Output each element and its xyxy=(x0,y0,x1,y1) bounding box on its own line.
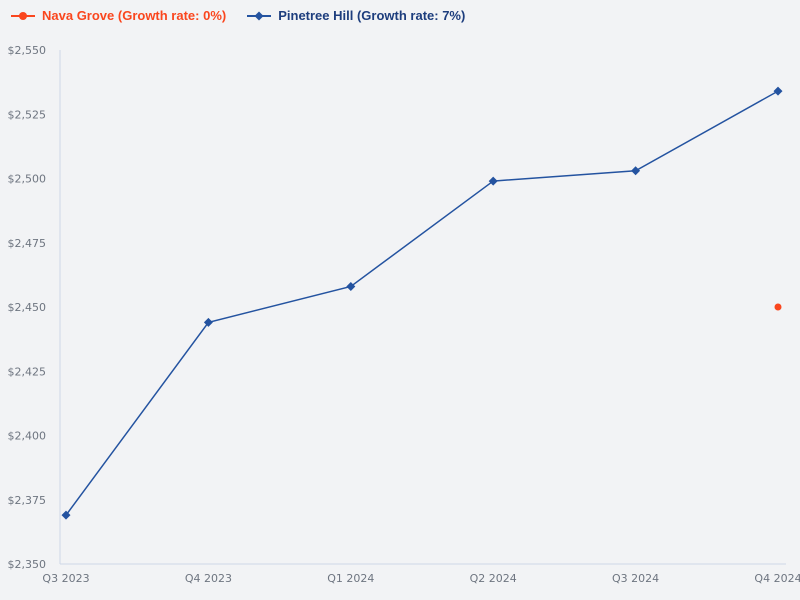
y-axis-tick-label: $2,500 xyxy=(8,173,47,186)
data-point-diamond xyxy=(61,510,71,520)
chart-legend: Nava Grove (Growth rate: 0%) Pinetree Hi… xyxy=(10,8,465,23)
legend-item-nava-grove: Nava Grove (Growth rate: 0%) xyxy=(10,8,226,23)
y-axis-tick-label: $2,400 xyxy=(8,430,47,443)
data-point-diamond xyxy=(346,281,356,291)
data-point-circle xyxy=(774,303,782,311)
legend-label-pinetree-hill: Pinetree Hill (Growth rate: 7%) xyxy=(278,8,466,23)
y-axis-tick-label: $2,550 xyxy=(8,44,47,57)
x-axis-tick-label: Q3 2024 xyxy=(612,572,659,585)
x-axis-tick-label: Q4 2024 xyxy=(754,572,800,585)
x-axis-tick-label: Q2 2024 xyxy=(470,572,517,585)
series-line xyxy=(65,90,779,516)
y-axis-tick-label: $2,350 xyxy=(8,558,47,571)
x-axis-tick-label: Q3 2023 xyxy=(42,572,89,585)
y-axis-tick-label: $2,450 xyxy=(8,301,47,314)
legend-label-nava-grove: Nava Grove (Growth rate: 0%) xyxy=(42,8,227,23)
data-point-diamond xyxy=(203,317,213,327)
legend-marker-diamond-icon xyxy=(247,11,272,20)
legend-item-pinetree-hill: Pinetree Hill (Growth rate: 7%) xyxy=(246,8,465,23)
x-axis-tick-label: Q4 2023 xyxy=(185,572,232,585)
legend-marker-circle-icon xyxy=(11,11,35,20)
y-axis-tick-label: $2,425 xyxy=(8,365,47,378)
y-axis-tick-label: $2,375 xyxy=(8,494,47,507)
x-axis-tick-label: Q1 2024 xyxy=(327,572,374,585)
y-axis-tick-label: $2,475 xyxy=(8,237,47,250)
data-point-diamond xyxy=(488,176,498,186)
data-point-diamond xyxy=(773,86,783,96)
y-axis-tick-label: $2,525 xyxy=(8,108,47,121)
data-point-diamond xyxy=(631,166,641,176)
